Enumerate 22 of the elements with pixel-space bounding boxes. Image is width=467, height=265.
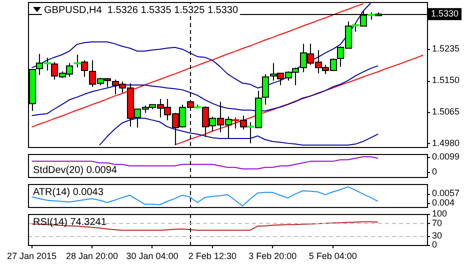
x-tick-label: 28 Jan 20:00 bbox=[66, 251, 118, 262]
x-tick-label: 2 Feb 12:30 bbox=[188, 251, 236, 262]
y-tick-label: 0 bbox=[432, 166, 438, 176]
x-tick-label: 5 Feb 04:00 bbox=[308, 251, 357, 262]
y-tick-label: 30 bbox=[432, 230, 442, 240]
x-tick-label: 3 Feb 20:00 bbox=[248, 251, 297, 262]
y-tick-label: 1.4980 bbox=[432, 138, 460, 148]
x-tick-label: 30 Jan 04:00 bbox=[126, 251, 178, 262]
y-tick-label: 0 bbox=[432, 240, 438, 250]
y-tick-label: 0.0099 bbox=[432, 151, 460, 162]
y-tick-label: 1.5235 bbox=[432, 44, 460, 54]
x-tick-label: 27 Jan 2015 bbox=[6, 251, 57, 262]
y-tick-label: 100 bbox=[432, 208, 448, 218]
y-tick-label: 70 bbox=[432, 218, 442, 228]
chart-title: ATR(14) 0.0043 bbox=[33, 186, 104, 198]
y-tick-label: 1.5150 bbox=[432, 75, 460, 86]
chart-title: GBPUSD,H4 1.5326 1.5335 1.5325 1.5330 bbox=[44, 4, 238, 16]
y-tick-label: 1.5065 bbox=[432, 106, 460, 116]
y-tick-label: 0.0057 bbox=[432, 188, 460, 198]
text: StdDev(20) 0.0094 bbox=[33, 164, 118, 176]
y-tick-label: 0.004 bbox=[432, 198, 455, 208]
ref-line-label: 1.5330 bbox=[431, 8, 459, 19]
